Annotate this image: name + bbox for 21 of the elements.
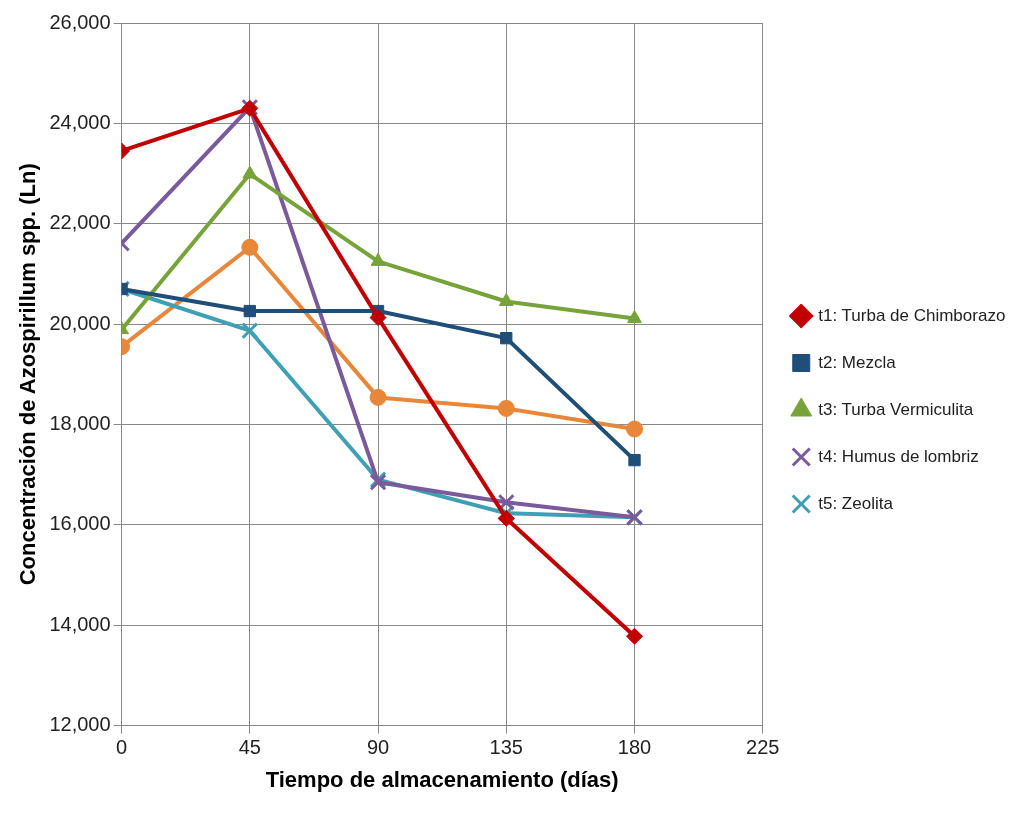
x-axis-title: Tiempo de almacenamiento (días): [265, 766, 619, 792]
x-tick-label: 225: [746, 736, 780, 759]
y-axis-title: Concentración de Azospirillum spp. (Ln): [15, 163, 41, 586]
y-tick-label: 14,000: [49, 612, 111, 635]
legend-label: t5: Zeolita: [818, 493, 894, 513]
y-tick-label: 20,000: [49, 311, 111, 334]
y-tick-label: 24,000: [49, 110, 111, 133]
legend-label: t1: Turba de Chimborazo: [818, 305, 1006, 325]
y-tick-label: 18,000: [49, 412, 111, 434]
y-tick-label: 22,000: [49, 211, 111, 234]
y-tick-label: 12,000: [49, 713, 111, 736]
x-tick-label: 45: [238, 736, 261, 759]
x-tick-label: 180: [617, 736, 652, 759]
legend-label: t4: Humus de lombriz: [818, 446, 979, 466]
y-tick-label: 16,000: [49, 512, 111, 535]
x-tick-label: 135: [489, 736, 523, 759]
x-tick-label: 90: [366, 736, 390, 759]
x-tick-label: 0: [116, 736, 128, 759]
legend-label: t2: Mezcla: [818, 352, 897, 372]
y-tick-label: 26,000: [49, 10, 111, 33]
legend-label: t3: Turba Vermiculita: [818, 399, 974, 419]
